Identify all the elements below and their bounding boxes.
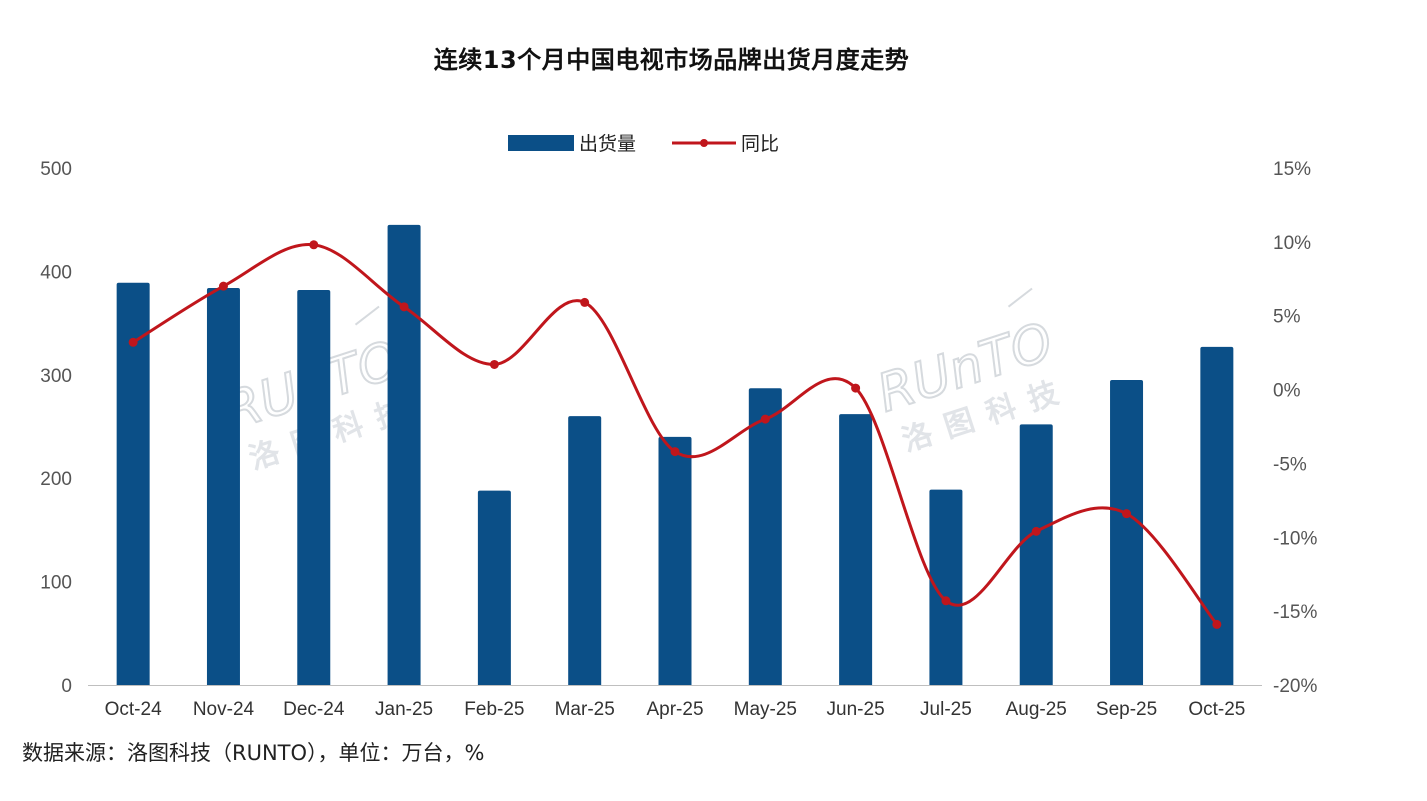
bar-nov-24 <box>206 287 240 685</box>
legend-item-yoy: 同比 <box>672 133 779 155</box>
yoy-point-feb-25 <box>489 359 499 369</box>
bar-jun-25 <box>839 414 873 685</box>
y-right-tick-label: 15% <box>1273 159 1311 180</box>
y-right-tick-label: -15% <box>1273 602 1317 623</box>
legend-label-yoy: 同比 <box>741 133 779 155</box>
legend-swatch-bar <box>508 135 574 151</box>
bar-feb-25 <box>477 490 511 685</box>
y-left-tick-label: 300 <box>40 366 72 387</box>
yoy-point-mar-25 <box>580 297 590 307</box>
bar-jan-25 <box>387 224 421 685</box>
bar-dec-24 <box>297 290 331 685</box>
yoy-point-sep-25 <box>1122 509 1132 519</box>
y-right-tick-label: 0% <box>1273 381 1301 402</box>
y-right-tick-label: -20% <box>1273 676 1317 697</box>
yoy-point-aug-25 <box>1031 526 1041 536</box>
y-right-tick-label: -5% <box>1273 454 1307 475</box>
y-left-tick-label: 400 <box>40 262 72 283</box>
watermark-swoosh <box>1007 287 1033 308</box>
chart-axes: 0 100 200 300 400 500 -20% -15% -10% -5% 0% 5% 10% 15… <box>40 159 1317 720</box>
x-tick-label: Jan-25 <box>375 699 433 720</box>
yoy-point-dec-24 <box>309 240 319 250</box>
legend-label-shipments: 出货量 <box>579 133 636 155</box>
x-tick-label: Mar-25 <box>555 699 615 720</box>
bar-oct-25 <box>1200 346 1234 685</box>
bar-apr-25 <box>658 436 692 685</box>
bar-series <box>116 224 1234 685</box>
x-tick-label: Aug-25 <box>1006 699 1067 720</box>
x-tick-label: Apr-25 <box>646 699 703 720</box>
x-tick-label: Feb-25 <box>464 699 524 720</box>
bar-jul-25 <box>929 489 963 685</box>
chart-title: 连续13个月中国电视市场品牌出货月度走势 <box>433 46 910 74</box>
x-tick-label: Jun-25 <box>827 699 885 720</box>
y-left-tick-label: 500 <box>40 159 72 180</box>
yoy-point-nov-24 <box>218 281 228 291</box>
legend-item-shipments: 出货量 <box>508 133 636 155</box>
bar-mar-25 <box>568 416 602 685</box>
y-right-tick-label: -10% <box>1273 528 1317 549</box>
yoy-point-may-25 <box>760 414 770 424</box>
x-tick-label: Oct-24 <box>105 699 162 720</box>
yoy-point-jul-25 <box>941 596 951 606</box>
yoy-point-jan-25 <box>399 302 409 312</box>
yoy-point-oct-24 <box>128 337 138 347</box>
line-series <box>128 240 1222 629</box>
bar-oct-24 <box>116 282 150 685</box>
yoy-point-oct-25 <box>1212 619 1222 629</box>
x-tick-label: Jul-25 <box>920 699 972 720</box>
legend-swatch-marker <box>700 139 708 147</box>
x-tick-label: Sep-25 <box>1096 699 1157 720</box>
bar-aug-25 <box>1019 424 1053 685</box>
x-tick-label: Oct-25 <box>1188 699 1245 720</box>
y-left-tick-label: 200 <box>40 469 72 490</box>
y-right-tick-label: 10% <box>1273 233 1311 254</box>
yoy-point-jun-25 <box>851 383 861 393</box>
x-tick-label: Dec-24 <box>283 699 345 720</box>
watermark-swoosh <box>354 305 380 326</box>
x-tick-label: May-25 <box>734 699 797 720</box>
y-right-tick-label: 5% <box>1273 307 1301 328</box>
y-left-tick-label: 0 <box>61 676 72 697</box>
x-tick-label: Nov-24 <box>193 699 255 720</box>
bar-sep-25 <box>1110 379 1144 685</box>
yoy-point-apr-25 <box>670 447 680 457</box>
watermark: RUnTO洛图科技RUnTO洛图科技 <box>216 287 1076 477</box>
y-left-tick-label: 100 <box>40 573 72 594</box>
bar-may-25 <box>748 388 782 685</box>
source-note: 数据来源：洛图科技（RUNTO），单位：万台，% <box>22 741 485 765</box>
chart-legend: 出货量 同比 <box>508 133 779 155</box>
